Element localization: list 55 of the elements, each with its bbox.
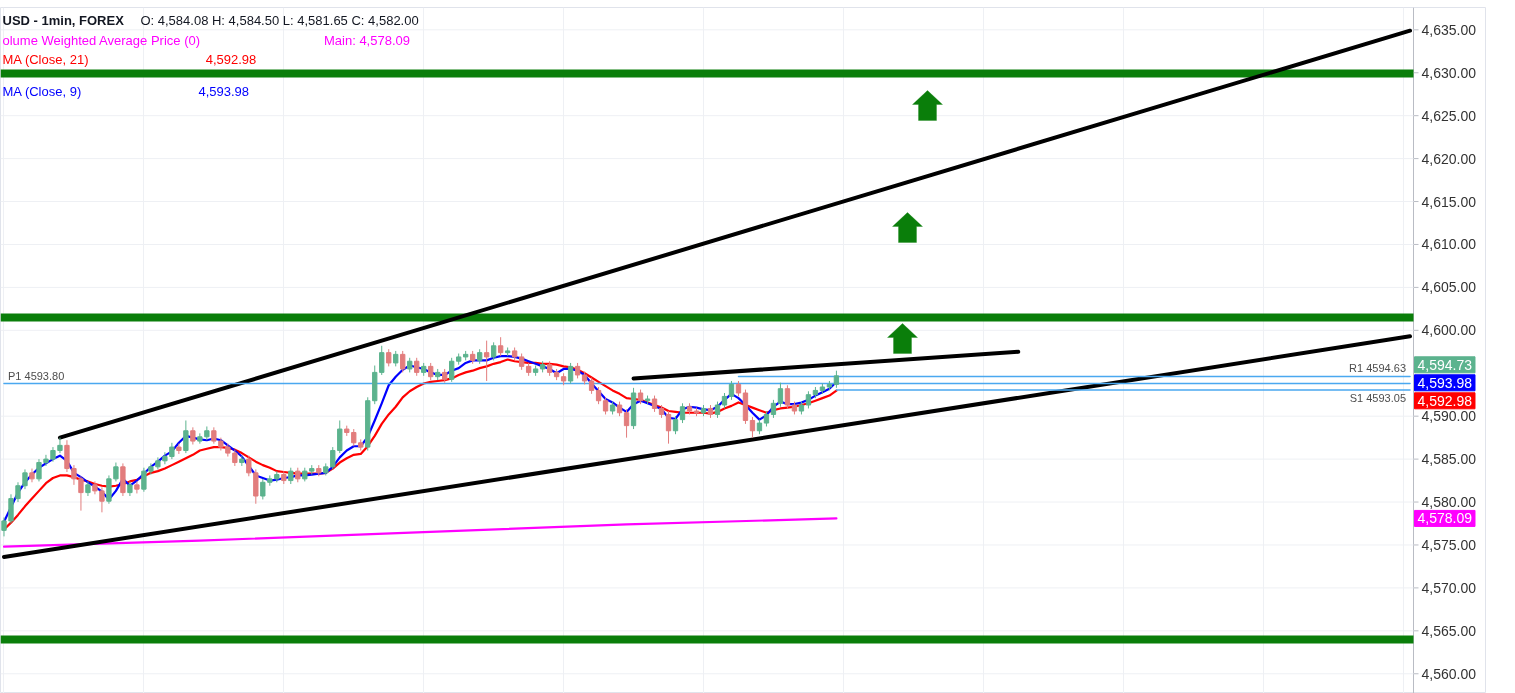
candlestick [113,462,119,482]
y-tick-label: 4,565.00 [1421,622,1477,639]
y-tick-label: 4,615.00 [1421,193,1477,210]
candlestick [483,340,490,382]
line-series [2,517,838,548]
candlestick [665,410,672,445]
y-tick-label: 4,635.00 [1421,21,1477,38]
text: USD - 1min, FOREX [2,13,125,28]
candlestick [449,357,455,383]
y-tick-label: 4,625.00 [1421,107,1477,124]
y-tick-label: 4,580.00 [1421,494,1477,511]
candlestick [1,516,7,537]
candlestick [490,341,497,361]
candlestick [623,408,630,439]
series-label: R1 4594.63 [1349,362,1407,375]
candlestick [176,443,182,455]
candlestick [770,399,777,419]
text: 4,593.98 [1417,374,1473,391]
y-tick-label: 4,610.00 [1421,236,1477,253]
text: 4,592.98 [1417,392,1473,409]
candlestick [204,425,210,441]
candlestick [777,382,784,408]
y-tick-label: 4,630.00 [1421,64,1477,81]
text: O: 4,584.08 H: 4,584.50 L: 4,581.65 C: 4,582.00 [140,13,419,28]
series-label: P1 4593.80 [8,369,65,382]
text: MA (Close, 21) [2,52,89,67]
text: olume Weighted Average Price (0) [2,33,201,48]
y-tick-label: 4,620.00 [1421,150,1477,167]
y-tick-label: 4,575.00 [1421,536,1477,553]
annotation: Main: 4,578.09 [323,33,410,48]
candlestick [400,350,406,373]
y-tick-label: 4,590.00 [1421,408,1477,425]
candlestick [567,362,574,385]
y-tick-label: 4,600.00 [1421,322,1477,339]
candlestick [728,380,735,401]
annotation: 4,593.98 [198,84,250,100]
candlestick [414,357,420,377]
candlestick [134,480,140,494]
annotation: 4,592.98 [205,52,257,67]
text: MA (Close, 9) [2,84,82,100]
text: 4,578.09 [1417,510,1473,527]
candlestick [749,416,756,439]
candlestick [679,402,686,424]
candlestick [106,474,112,505]
candlestick [497,336,504,357]
candlestick [183,419,189,454]
y-tick-label: 4,605.00 [1421,279,1477,296]
candlestick [197,432,203,445]
text: 4,594.73 [1417,356,1473,373]
series-label: S1 4593.05 [1349,391,1407,404]
candlestick [672,415,679,435]
y-tick-label: 4,560.00 [1421,665,1477,682]
y-tick-label: 4,585.00 [1421,451,1477,468]
candlestick [784,384,791,409]
y-tick-label: 4,570.00 [1421,579,1477,596]
